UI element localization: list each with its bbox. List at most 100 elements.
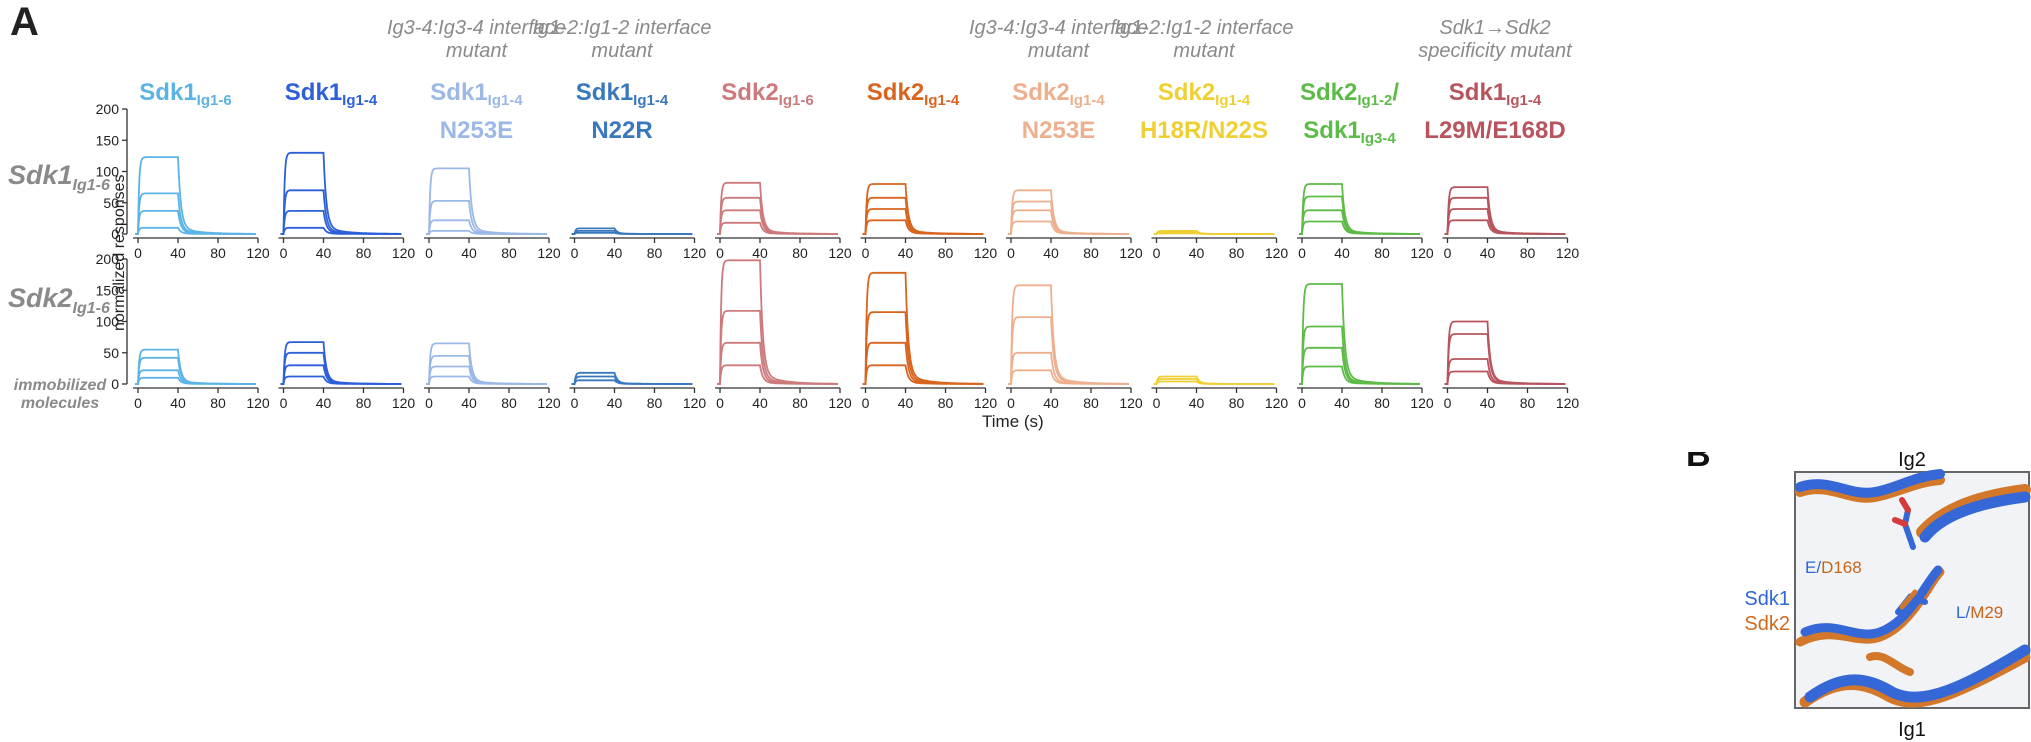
column-title: Sdk2Ig1-4 N253E [959, 78, 1159, 146]
sensorgram-panel: 0 40 80 120 [133, 156, 270, 261]
column-title-name: Sdk1 [575, 79, 634, 106]
x-tick-label: 120 [1410, 395, 1434, 411]
sensorgram-curve [862, 311, 984, 385]
x-tick-label: 120 [246, 245, 270, 261]
residue-label-29: L/M29 [1956, 603, 2003, 622]
residue-sticks [1892, 497, 1928, 615]
sensorgram-panel: 0 40 80 120 [424, 167, 561, 261]
x-tick-label: 0 [134, 245, 142, 261]
x-tick-label: 120 [974, 245, 998, 261]
x-tick-label: 0 [571, 395, 579, 411]
x-tick-label: 40 [461, 245, 477, 261]
sensorgram-panel: 0 40 80 120 [278, 341, 415, 411]
column-title-line2: N253E [1021, 117, 1096, 144]
column-title-name: Sdk2 [866, 79, 925, 106]
sensorgram-curve [862, 196, 984, 235]
x-tick-label: 40 [752, 395, 768, 411]
x-tick-label: 40 [1043, 395, 1059, 411]
sensorgram-curve [135, 376, 256, 385]
x-tick-label: 0 [716, 245, 724, 261]
column-title-line2: Sdk1 [1303, 117, 1361, 144]
x-tick-label: 0 [1007, 245, 1015, 261]
sensorgram-curve [280, 151, 402, 235]
sensorgram-panel: 0 40 80 120 [1151, 375, 1288, 411]
row-label-sdk2: Sdk2Ig1-6 [8, 283, 110, 318]
x-tick-label: 120 [683, 245, 707, 261]
column-title-name: Sdk1 [284, 79, 343, 106]
sensorgram-curve [1299, 325, 1420, 385]
sensorgram-panel: 0 40 80 120 [1151, 230, 1288, 261]
column-title-sub: Ig1-4 [487, 92, 523, 109]
column-title-line2-sub: Ig3-4 [1360, 130, 1396, 147]
sensorgram-curve [1444, 370, 1566, 385]
x-tick-label: 0 [1298, 395, 1306, 411]
y-tick-label: 50 [103, 195, 119, 211]
x-tick-label: 80 [792, 395, 808, 411]
x-tick-label: 80 [210, 245, 226, 261]
y-tick-label: 0 [111, 226, 119, 242]
x-tick-label: 40 [170, 245, 186, 261]
column-title-sub: Ig1-4 [342, 92, 378, 109]
sensorgram-curve [717, 181, 838, 235]
column-note: Sdk1→Sdk2 specificity mutant [1418, 17, 1572, 62]
x-tick-label: 40 [461, 395, 477, 411]
sensorgram-panel: 0 40 80 120 [569, 227, 707, 261]
column-title-name: Sdk1 [139, 79, 197, 106]
x-tick-label: 80 [210, 395, 226, 411]
row-label-sdk1: Sdk1Ig1-6 [8, 160, 110, 195]
x-tick-label: 80 [938, 395, 954, 411]
sensorgram-curve [1299, 283, 1420, 385]
x-tick-label: 80 [647, 245, 663, 261]
sensorgram-panel: 0 40 80 120 [1442, 320, 1579, 411]
x-tick-label: 0 [1444, 245, 1452, 261]
x-tick-label: 120 [828, 395, 852, 411]
sensorgram-curve [717, 196, 838, 235]
x-tick-label: 80 [938, 245, 954, 261]
sensorgram-panel: 0 40 80 120 [1442, 186, 1579, 261]
x-tick-label: 40 [316, 395, 332, 411]
y-tick-label: 200 [96, 101, 120, 117]
column-title: Sdk1Ig1-6 [86, 78, 286, 116]
column-title-sub: Ig1-4 [1069, 92, 1105, 109]
column-title-sub: Ig1-4 [1506, 92, 1542, 109]
x-tick-label: 40 [1189, 395, 1205, 411]
column-title-line2: N253E [439, 117, 514, 144]
x-tick-label: 0 [1153, 395, 1161, 411]
structure-panel: Ig2 Ig1 B Sdk1 Sdk2 E/D168 L/M29 [1686, 452, 2031, 741]
sensorgram-panel: 0 40 80 120 [1006, 189, 1143, 261]
x-tick-label: 80 [356, 395, 372, 411]
sensorgram-curve [862, 219, 984, 235]
column-title-line2: N22R [591, 117, 653, 144]
sensorgram-curve [1008, 200, 1129, 235]
sensorgram-curve [571, 231, 693, 235]
sensorgram-curve [1299, 220, 1420, 235]
sensorgram-panel: 0 40 80 120 [1297, 183, 1434, 261]
sensorgram-curve [1444, 219, 1566, 235]
y-tick-label: 50 [103, 345, 119, 361]
column-title-sub: Ig1-4 [633, 92, 669, 109]
x-tick-label: 40 [1334, 395, 1350, 411]
sensorgram-curve [717, 221, 838, 235]
x-tick-label: 120 [392, 245, 416, 261]
x-tick-label: 80 [1520, 245, 1536, 261]
sensorgram-curve [426, 365, 547, 385]
x-tick-label: 80 [1374, 245, 1390, 261]
x-tick-label: 0 [862, 245, 870, 261]
residue-29-sdk2: M29 [1970, 603, 2003, 622]
x-tick-label: 40 [316, 245, 332, 261]
sensorgram-curve [135, 348, 256, 385]
sensorgram-curve [135, 156, 256, 235]
x-tick-label: 0 [1153, 245, 1161, 261]
sensorgram-curve [862, 208, 984, 235]
x-tick-label: 40 [607, 395, 623, 411]
x-tick-label: 0 [1007, 395, 1015, 411]
sensorgram-panel: 0 40 80 120 [860, 183, 998, 261]
x-tick-label: 80 [1083, 245, 1099, 261]
sensorgram-curve [426, 230, 547, 235]
x-tick-label: 120 [974, 395, 998, 411]
row-label-sub: Ig1-6 [72, 300, 110, 317]
column-title-sub: Ig1-4 [924, 92, 960, 109]
x-tick-label: 80 [1229, 395, 1245, 411]
sensorgram-curve [862, 271, 984, 385]
x-tick-label: 80 [356, 245, 372, 261]
